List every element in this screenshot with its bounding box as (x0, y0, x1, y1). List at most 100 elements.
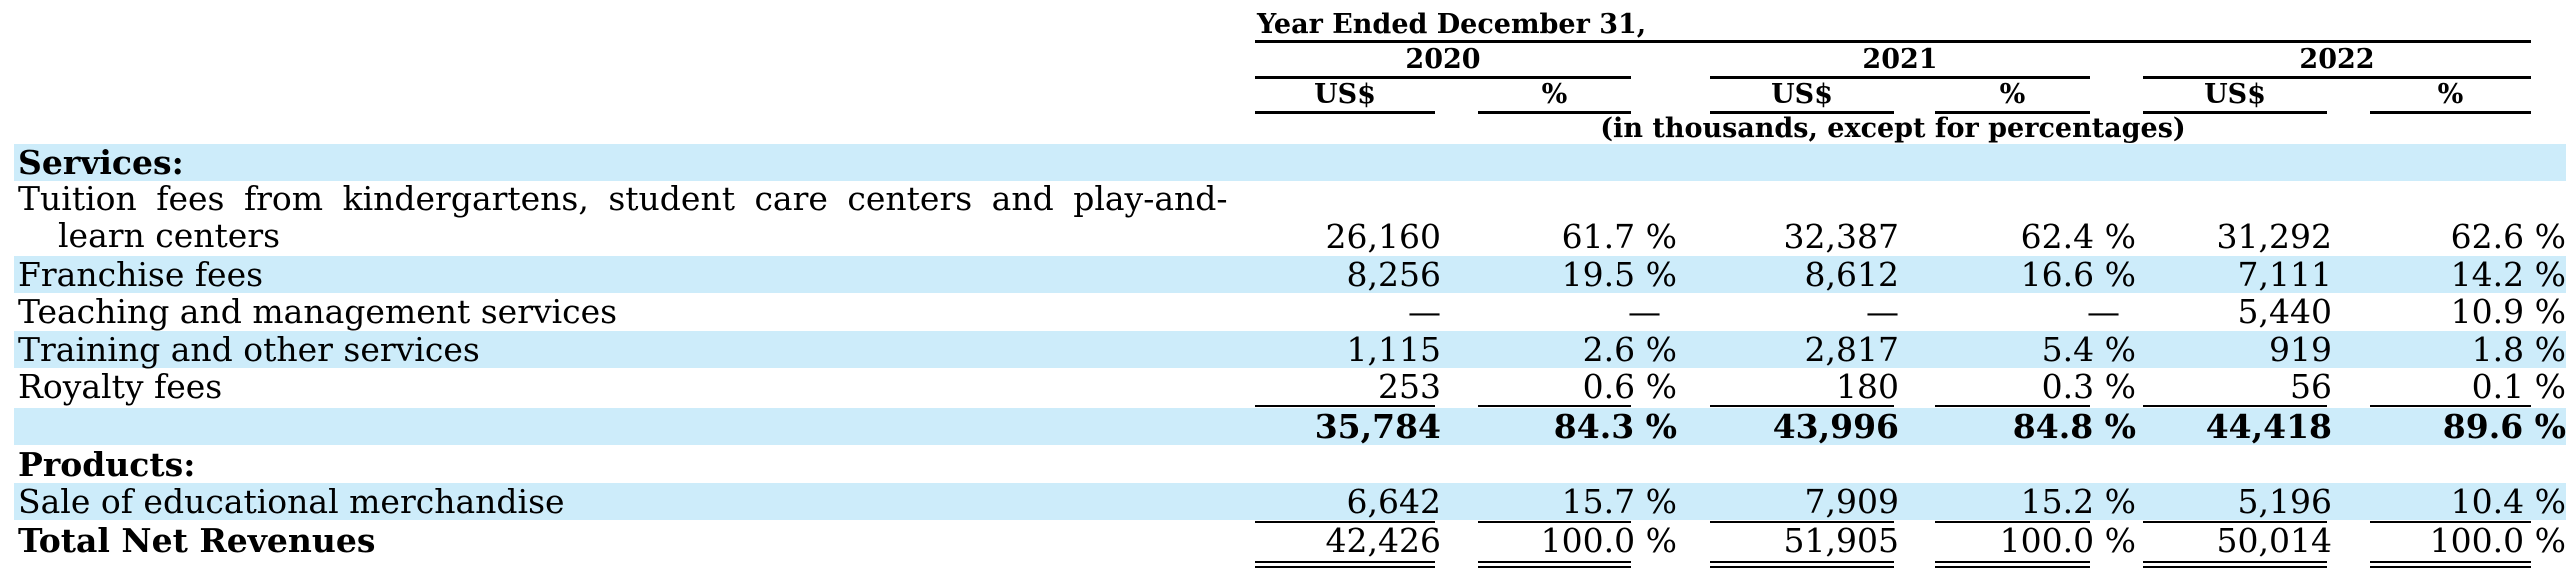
subtotal-rule-2022-usd (2143, 405, 2327, 407)
col-pct-2022-underline (2370, 111, 2531, 114)
total-rule-2020-usd (1255, 521, 1435, 523)
training-2021-pct: 5.4 % (2041, 330, 2136, 369)
tuition-2021-usd: 32,387 (1783, 217, 1899, 256)
teaching-2022-usd: 5,440 (2237, 292, 2332, 331)
teaching-2022-pct: 10.9 % (2450, 292, 2566, 331)
total-rule-2021-usd (1710, 521, 1894, 523)
services-subtotal-2020-usd: 35,784 (1314, 407, 1441, 446)
royalty-label: Royalty fees (18, 367, 223, 406)
table-row-royalty: Royalty fees 253 0.6 % 180 0.3 % 56 0.1 … (14, 368, 2566, 405)
franchise-2020-usd: 8,256 (1346, 255, 1441, 294)
total-2020-pct: 100.0 % (1540, 521, 1677, 560)
franchise-2020-pct: 19.5 % (1561, 255, 1677, 294)
col-usd-2021-underline (1710, 111, 1894, 114)
subtotal-rule-2020-usd (1255, 405, 1435, 407)
training-label: Training and other services (18, 330, 480, 369)
merchandise-2020-pct: 15.7 % (1561, 482, 1677, 521)
services-subtotal-2020-pct: 84.3 % (1553, 407, 1677, 446)
col-usd-2022: US$ (2204, 79, 2266, 110)
col-usd-2020: US$ (1314, 79, 1376, 110)
col-usd-2020-underline (1255, 111, 1435, 114)
tuition-label-line1: Tuition fees from kindergartens, student… (18, 179, 1228, 218)
col-usd-2021: US$ (1771, 79, 1833, 110)
col-pct-2021-underline (1935, 111, 2090, 114)
col-pct-2022: % (2437, 79, 2464, 110)
unit-note: (in thousands, except for percentages) (1600, 113, 2186, 144)
tuition-label-line2: learn centers (58, 216, 281, 255)
merchandise-2021-pct: 15.2 % (2020, 482, 2136, 521)
table-row-teaching: Teaching and management services — — — —… (14, 293, 2566, 330)
total-2022-pct: 100.0 % (2429, 521, 2566, 560)
merchandise-2022-pct: 10.4 % (2450, 482, 2566, 521)
total-double-rule-2020-pct (1478, 561, 1631, 568)
period-underline (1255, 40, 2531, 43)
tuition-2020-usd: 26,160 (1325, 217, 1441, 256)
tuition-2020-pct: 61.7 % (1561, 217, 1677, 256)
teaching-2021-usd: — (1866, 292, 1899, 331)
year-2021-header: 2021 (1862, 44, 1938, 75)
subtotal-rule-2020-pct (1478, 405, 1631, 407)
total-double-rule-2022-pct (2370, 561, 2531, 568)
total-2021-usd: 51,905 (1783, 521, 1899, 560)
col-pct-2020: % (1541, 79, 1568, 110)
franchise-label: Franchise fees (18, 255, 264, 294)
products-section-row: Products: (14, 446, 2566, 483)
subtotal-rule-2021-pct (1935, 405, 2090, 407)
training-2020-pct: 2.6 % (1582, 330, 1677, 369)
merchandise-2022-usd: 5,196 (2237, 482, 2332, 521)
teaching-2020-pct: — (1628, 292, 1661, 331)
franchise-2022-usd: 7,111 (2237, 255, 2332, 294)
services-subtotal-2022-pct: 89.6 % (2442, 407, 2566, 446)
subtotal-rule-2021-usd (1710, 405, 1894, 407)
total-double-rule-2021-usd (1710, 561, 1894, 568)
total-double-rule-2020-usd (1255, 561, 1435, 568)
total-label: Total Net Revenues (18, 521, 376, 560)
table-row-merchandise: Sale of educational merchandise 6,642 15… (14, 483, 2566, 520)
merchandise-2021-usd: 7,909 (1804, 482, 1899, 521)
merchandise-2020-usd: 6,642 (1346, 482, 1441, 521)
royalty-2022-pct: 0.1 % (2471, 367, 2566, 406)
teaching-2021-pct: — (2087, 292, 2120, 331)
period-header: Year Ended December 31, (1257, 9, 1647, 40)
total-2022-usd: 50,014 (2216, 521, 2332, 560)
total-rule-2022-usd (2143, 521, 2327, 523)
total-rule-2021-pct (1935, 521, 2090, 523)
franchise-2021-usd: 8,612 (1804, 255, 1899, 294)
training-2021-usd: 2,817 (1804, 330, 1899, 369)
year-2021-underline (1710, 76, 2090, 79)
tuition-2022-pct: 62.6 % (2450, 217, 2566, 256)
year-2020-underline (1255, 76, 1631, 79)
training-2022-pct: 1.8 % (2471, 330, 2566, 369)
subtotal-rule-2022-pct (2370, 405, 2531, 407)
table-row-total: Total Net Revenues 42,426 100.0 % 51,905… (14, 522, 2566, 559)
col-pct-2020-underline (1478, 111, 1631, 114)
royalty-2021-usd: 180 (1836, 367, 1899, 406)
services-subtotal-2021-pct: 84.8 % (2012, 407, 2136, 446)
royalty-2020-pct: 0.6 % (1582, 367, 1677, 406)
total-2021-pct: 100.0 % (1999, 521, 2136, 560)
table-row-training: Training and other services 1,115 2.6 % … (14, 331, 2566, 368)
total-double-rule-2022-usd (2143, 561, 2327, 568)
table-row-franchise: Franchise fees 8,256 19.5 % 8,612 16.6 %… (14, 256, 2566, 293)
total-rule-2020-pct (1478, 521, 1631, 523)
table-row-services-subtotal: 35,784 84.3 % 43,996 84.8 % 44,418 89.6 … (14, 408, 2566, 445)
tuition-2022-usd: 31,292 (2216, 217, 2332, 256)
franchise-2021-pct: 16.6 % (2020, 255, 2136, 294)
franchise-2022-pct: 14.2 % (2450, 255, 2566, 294)
total-rule-2022-pct (2370, 521, 2531, 523)
training-2020-usd: 1,115 (1346, 330, 1441, 369)
total-2020-usd: 42,426 (1325, 521, 1441, 560)
col-usd-2022-underline (2143, 111, 2327, 114)
year-2020-header: 2020 (1405, 44, 1481, 75)
table-row-tuition: Tuition fees from kindergartens, student… (14, 181, 2566, 255)
services-section-label: Services: (18, 143, 184, 182)
services-subtotal-2022-usd: 44,418 (2205, 407, 2332, 446)
teaching-2020-usd: — (1408, 292, 1441, 331)
tuition-2021-pct: 62.4 % (2020, 217, 2136, 256)
teaching-label: Teaching and management services (18, 292, 618, 331)
services-subtotal-2021-usd: 43,996 (1772, 407, 1899, 446)
year-2022-header: 2022 (2299, 44, 2375, 75)
training-2022-usd: 919 (2269, 330, 2332, 369)
products-section-label: Products: (18, 445, 196, 484)
total-double-rule-2021-pct (1935, 561, 2090, 568)
